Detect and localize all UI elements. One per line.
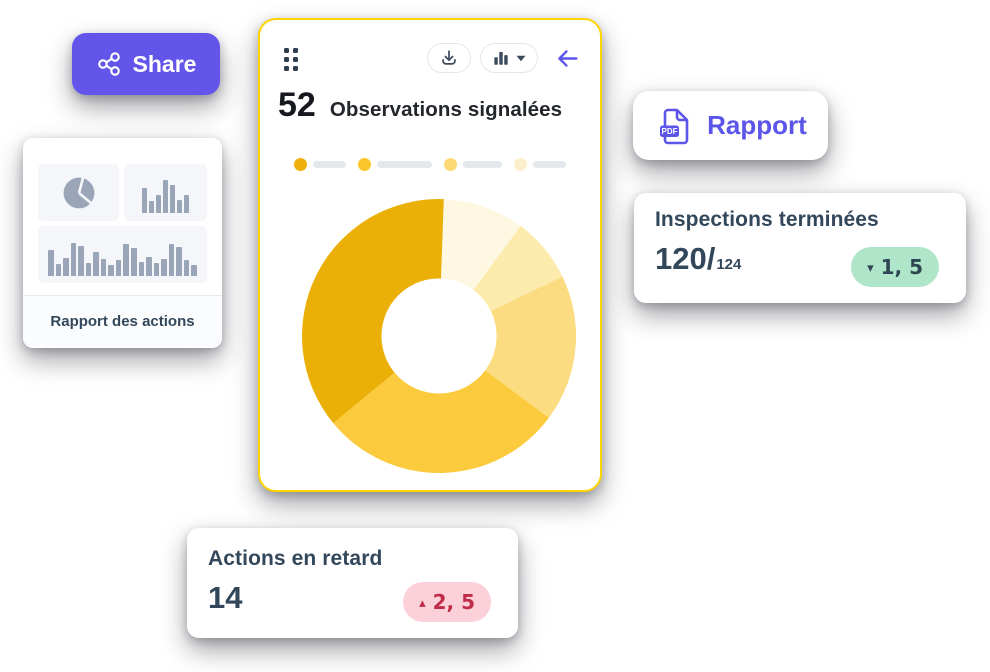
chart-type-dropdown[interactable] <box>480 43 538 73</box>
thumb-bar <box>70 242 77 276</box>
thumb-bar <box>78 246 84 276</box>
share-icon <box>97 52 120 76</box>
late-actions-badge-value: 2, 5 <box>432 590 475 614</box>
legend-dot-icon <box>514 158 527 171</box>
late-actions-stat-card: Actions en retard 14 ▴ 2, 5 <box>187 528 518 638</box>
thumb-bar <box>153 262 160 276</box>
thumb-bar <box>100 258 107 276</box>
thumb-bar <box>115 260 122 276</box>
observations-title: Observations signalées <box>329 98 563 121</box>
thumb-bar <box>177 199 182 213</box>
donut-legend <box>260 158 600 171</box>
legend-placeholder-bar <box>463 161 502 168</box>
thumb-bar <box>131 247 137 276</box>
divider <box>23 295 222 296</box>
thumb-bar <box>170 184 175 213</box>
thumb-bar <box>55 263 62 276</box>
wide-bar-chart-thumbnail <box>38 226 207 283</box>
chevron-down-icon <box>516 55 526 61</box>
column-chart-icon <box>494 51 508 65</box>
thumb-bar <box>176 246 182 276</box>
thumb-bar <box>48 250 54 276</box>
donut-chart <box>302 199 576 473</box>
legend-placeholder-bar <box>533 161 566 168</box>
rapport-button-label: Rapport <box>707 110 807 140</box>
thumb-bar <box>142 187 147 213</box>
back-arrow-button[interactable] <box>555 46 580 71</box>
legend-placeholder-bar <box>313 161 346 168</box>
share-button-label: Share <box>132 50 197 77</box>
thumb-bar <box>163 179 168 213</box>
widget-title-row: 52 Observations signalées <box>260 88 600 122</box>
observations-count: 52 <box>278 86 316 124</box>
donut-segment <box>473 226 563 312</box>
pie-chart-thumbnail <box>38 164 120 221</box>
thumb-bar <box>138 262 145 276</box>
legend-dot-icon <box>294 158 307 171</box>
chart-thumbnails <box>23 138 222 283</box>
observations-widget-card: 52 Observations signalées <box>258 18 602 492</box>
thumb-bar <box>191 264 197 276</box>
arrow-left-icon <box>558 49 578 67</box>
inspections-badge-value: 1, 5 <box>880 255 923 279</box>
widget-header <box>260 20 600 73</box>
inspections-title: Inspections terminées <box>655 208 879 231</box>
gallery-footer-label: Rapport des actions <box>23 296 222 347</box>
drag-handle-icon[interactable] <box>284 47 298 71</box>
rapport-button[interactable]: PDF Rapport <box>633 91 828 160</box>
thumb-bar <box>149 200 154 213</box>
thumb-bar <box>108 264 114 276</box>
donut-segment <box>485 276 576 418</box>
legend-item <box>358 158 432 171</box>
triangle-up-icon: ▴ <box>419 595 426 611</box>
wide-bar-chart-icon <box>48 234 197 276</box>
legend-item <box>294 158 346 171</box>
legend-item <box>444 158 502 171</box>
legend-dot-icon <box>358 158 371 171</box>
report-widget-card[interactable]: Rapport des actions <box>23 138 222 348</box>
inspections-total: 124 <box>716 256 742 273</box>
legend-item <box>514 158 566 171</box>
donut-segment <box>441 199 521 290</box>
donut-segment <box>302 199 444 424</box>
donut-segment <box>333 370 549 473</box>
thumb-bar <box>123 243 130 276</box>
pdf-icon-label: PDF <box>662 127 678 136</box>
thumb-bar <box>146 257 152 276</box>
late-actions-title: Actions en retard <box>208 547 383 570</box>
thumb-bar <box>183 259 190 276</box>
thumb-bar <box>168 244 175 276</box>
download-icon <box>442 50 456 65</box>
pie-chart-icon <box>63 177 94 208</box>
bar-chart-icon <box>142 173 189 213</box>
bar-chart-thumbnail <box>124 164 207 221</box>
triangle-down-icon: ▾ <box>867 260 874 276</box>
share-button[interactable]: Share <box>72 33 220 95</box>
inspections-value: 120/ <box>655 241 716 276</box>
download-button[interactable] <box>427 43 471 73</box>
thumb-bar <box>63 257 69 276</box>
late-actions-trend-badge: ▴ 2, 5 <box>403 582 491 622</box>
pdf-file-icon: PDF <box>660 108 689 144</box>
thumb-bar <box>85 262 92 276</box>
thumb-bar <box>161 258 167 276</box>
inspections-trend-badge: ▾ 1, 5 <box>851 247 939 287</box>
legend-dot-icon <box>444 158 457 171</box>
inspections-stat-card: Inspections terminées 120/ 124 ▾ 1, 5 <box>634 193 966 303</box>
thumb-bar <box>184 194 189 213</box>
thumb-bar <box>156 194 161 213</box>
legend-placeholder-bar <box>377 161 432 168</box>
late-actions-value: 14 <box>208 580 243 615</box>
thumb-bar <box>93 251 99 276</box>
